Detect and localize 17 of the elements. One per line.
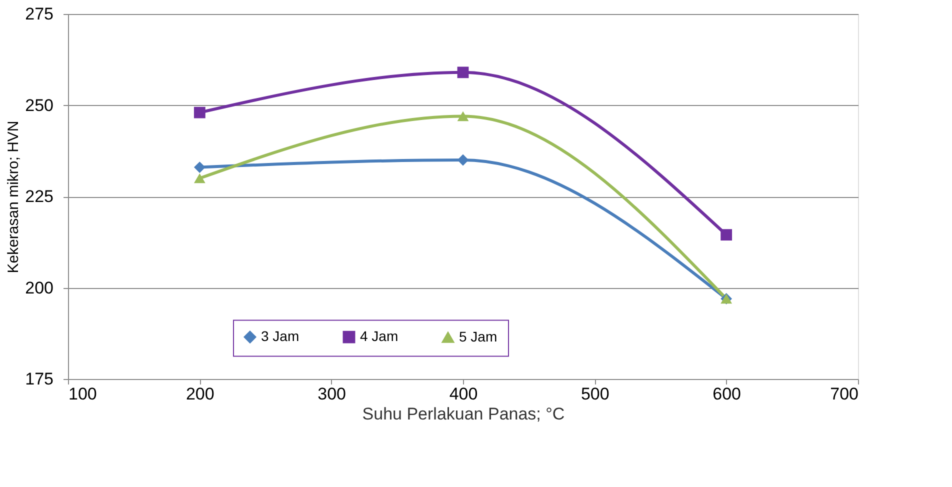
y-tick-label: 200	[25, 278, 54, 298]
y-tick-label: 250	[25, 96, 54, 115]
x-tick-label: 300	[318, 384, 346, 404]
x-tick-label: 600	[712, 384, 742, 404]
y-tick-label: 275	[25, 4, 54, 24]
x-axis-title: Suhu Perlakuan Panas; °C	[362, 404, 565, 424]
y-tick-label: 225	[25, 187, 54, 206]
legend-label: 3 Jam	[261, 328, 300, 344]
x-tick-label: 100	[68, 384, 97, 404]
x-tick-label: 700	[830, 384, 858, 404]
y-tick-label: 175	[25, 370, 54, 388]
x-tick-label: 400	[449, 384, 478, 404]
legend-label: 4 Jam	[360, 328, 398, 344]
x-tick-label: 500	[580, 384, 610, 404]
x-tick-label: 200	[186, 384, 214, 404]
y-axis-title: Kekerasan mikro; HVN	[5, 120, 22, 274]
legend-label: 5 Jam	[459, 328, 498, 344]
